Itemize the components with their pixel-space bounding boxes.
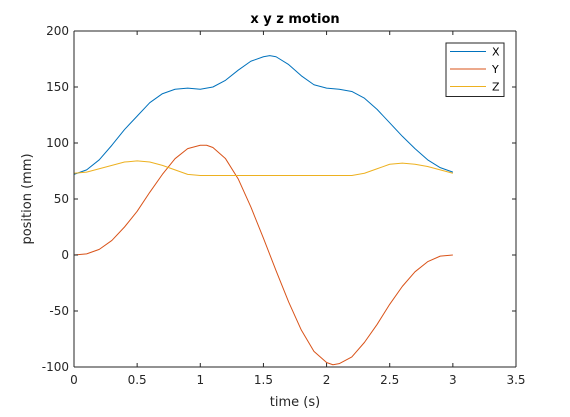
y-tick-label: 200 xyxy=(46,24,69,38)
x-tick-label: 1 xyxy=(196,373,204,387)
x-tick-label: 2 xyxy=(323,373,331,387)
y-tick-label: -50 xyxy=(49,304,69,318)
ticks-layer: 0 0.5 1 1.5 2 2.5 3 3.5 -100 -50 0 50 100 150 200 xyxy=(42,24,526,387)
y-tick-label: 100 xyxy=(46,136,69,150)
y-tick-label: 50 xyxy=(54,192,69,206)
legend-label-y: Y xyxy=(491,63,499,76)
legend: XYZ xyxy=(445,42,505,97)
chart-title: x y z motion xyxy=(250,12,339,27)
x-tick-label: 0 xyxy=(70,373,78,387)
series-line-y xyxy=(73,144,453,366)
x-tick-label: 3.5 xyxy=(506,373,525,387)
plot-area xyxy=(74,31,516,367)
y-axis-label: position (mm) xyxy=(20,153,35,244)
y-tick-label: -100 xyxy=(42,360,69,374)
series-line-z xyxy=(73,160,453,176)
x-tick-label: 1.5 xyxy=(254,373,273,387)
x-tick-label: 3 xyxy=(449,373,457,387)
y-tick-label: 0 xyxy=(61,248,69,262)
series-layer xyxy=(73,55,454,366)
y-tick-label: 150 xyxy=(46,80,69,94)
x-tick-label: 2.5 xyxy=(380,373,399,387)
series-line-x xyxy=(73,55,454,175)
x-tick-label: 0.5 xyxy=(128,373,147,387)
legend-label-z: Z xyxy=(492,81,500,94)
x-axis-label: time (s) xyxy=(270,395,320,410)
legend-label-x: X xyxy=(492,46,500,59)
